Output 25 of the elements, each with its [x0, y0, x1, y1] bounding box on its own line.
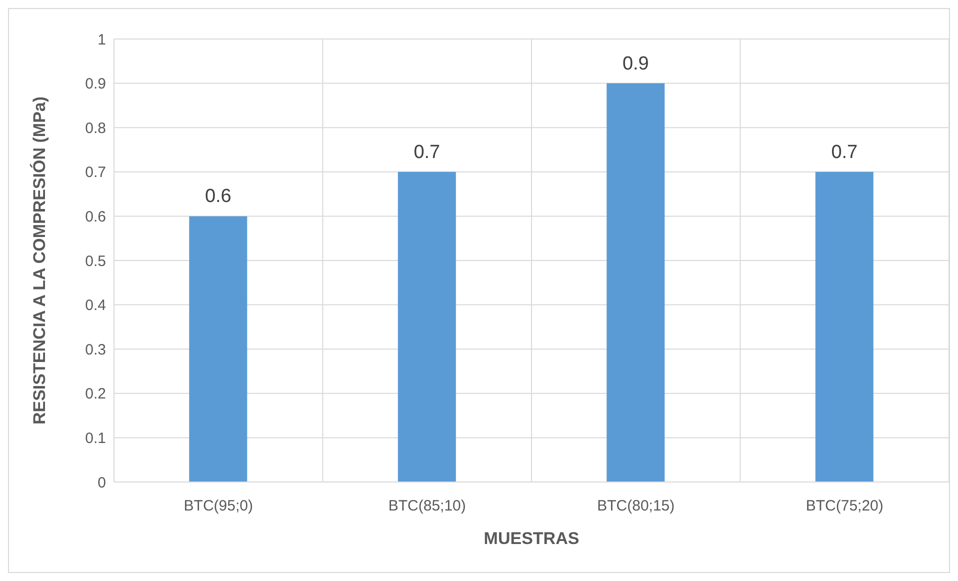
bar: [398, 172, 456, 482]
x-axis-title: MUESTRAS: [484, 529, 580, 548]
y-tick-label: 0.5: [85, 252, 106, 270]
x-tick-label: BTC(80;15): [597, 498, 675, 515]
y-tick-label: 0.8: [85, 120, 106, 137]
y-tick-label: 0: [98, 474, 106, 492]
y-tick-label: 0.3: [85, 341, 106, 358]
data-label: 0.7: [414, 142, 440, 163]
y-tick-label: 0.2: [85, 386, 106, 403]
bar: [606, 83, 665, 482]
bar: [815, 172, 874, 482]
data-label: 0.9: [622, 53, 649, 74]
x-tick-label: BTC(85;10): [388, 498, 466, 515]
data-label: 0.6: [204, 186, 232, 208]
y-tick-label: 0.1: [85, 430, 106, 448]
y-tick-label: 0.6: [85, 208, 106, 226]
bar: [189, 216, 248, 482]
x-tick-label: BTC(75;20): [806, 498, 884, 515]
y-tick-label: 0.4: [85, 297, 106, 314]
y-tick-label: 1: [98, 31, 106, 48]
y-tick-label: 0.7: [85, 164, 106, 182]
y-axis-title: RESISTENCIA A LA COMPRESIÓN (MPa): [29, 96, 50, 425]
data-label: 0.7: [831, 142, 858, 163]
y-tick-label: 0.9: [85, 76, 106, 93]
x-tick-label: BTC(95;0): [184, 498, 253, 515]
